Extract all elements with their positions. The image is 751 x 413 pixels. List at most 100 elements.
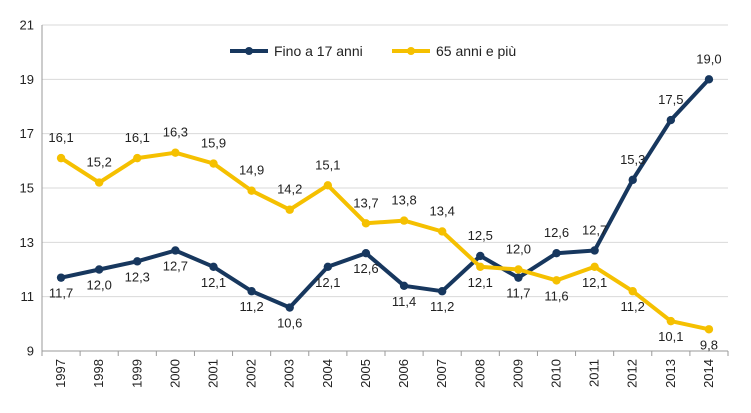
data-point-s0-2010 bbox=[552, 249, 561, 258]
data-label-s1-2010: 11,6 bbox=[544, 288, 568, 303]
data-point-s1-2009 bbox=[514, 265, 523, 274]
data-point-s0-1998 bbox=[94, 265, 104, 274]
data-label-s0-2007: 11,2 bbox=[430, 299, 454, 314]
data-point-s1-2008 bbox=[476, 262, 485, 271]
data-label-s0-1997: 11,7 bbox=[49, 286, 73, 301]
data-point-s0-2007 bbox=[437, 287, 447, 296]
x-tick-label-2011: 2011 bbox=[587, 359, 602, 387]
x-tick-label-2010: 2010 bbox=[549, 359, 564, 388]
data-point-s0-2002 bbox=[247, 287, 256, 296]
data-label-s0-2003: 10,6 bbox=[277, 316, 302, 331]
data-label-s1-2008: 12,1 bbox=[468, 275, 493, 290]
legend-marker-65-anni-e-piu bbox=[407, 47, 415, 55]
data-label-s1-2003: 14,2 bbox=[277, 182, 302, 197]
x-tick-label-2014: 2014 bbox=[701, 359, 716, 388]
data-point-s1-2013 bbox=[666, 316, 676, 326]
x-tick-label-2013: 2013 bbox=[663, 359, 678, 388]
y-tick-label-11: 11 bbox=[21, 289, 35, 304]
data-point-s0-2008 bbox=[476, 251, 485, 261]
data-point-s0-2004 bbox=[323, 262, 333, 271]
x-tick-label-1997: 1997 bbox=[53, 359, 68, 388]
data-point-s0-2005 bbox=[361, 249, 371, 258]
data-point-s1-2011 bbox=[590, 262, 599, 271]
data-label-s1-2007: 13,4 bbox=[430, 203, 455, 218]
y-tick-label-21: 21 bbox=[20, 18, 34, 33]
data-point-s0-2003 bbox=[285, 303, 294, 312]
data-point-s0-2012 bbox=[628, 175, 637, 185]
data-label-s1-2005: 13,7 bbox=[353, 195, 378, 210]
legend-label-65-anni-e-piu: 65 anni e più bbox=[436, 43, 516, 59]
data-point-s0-1997 bbox=[56, 273, 66, 282]
data-label-s0-2001: 12,1 bbox=[201, 275, 226, 290]
x-tick-label-1999: 1999 bbox=[129, 359, 144, 388]
x-tick-label-2004: 2004 bbox=[320, 359, 335, 388]
data-label-s0-2000: 12,7 bbox=[163, 258, 188, 273]
data-point-s1-2004 bbox=[323, 181, 333, 190]
data-label-s0-2006: 11,4 bbox=[392, 294, 416, 309]
data-point-s0-2014 bbox=[704, 75, 714, 84]
y-tick-label-19: 19 bbox=[20, 72, 34, 87]
gridlines bbox=[42, 24, 728, 298]
y-tick-label-13: 13 bbox=[20, 235, 34, 250]
data-label-s0-2004: 12,1 bbox=[315, 275, 340, 290]
data-label-s1-1997: 16,1 bbox=[48, 130, 73, 145]
x-tick-label-2000: 2000 bbox=[167, 359, 182, 388]
data-label-s1-2000: 16,3 bbox=[163, 125, 188, 140]
data-point-s0-2009 bbox=[514, 273, 523, 282]
y-tick-label-15: 15 bbox=[20, 181, 34, 196]
y-tick-label-9: 9 bbox=[27, 344, 34, 359]
data-point-s1-2010 bbox=[552, 276, 561, 285]
data-label-s1-2004: 15,1 bbox=[315, 157, 340, 172]
data-label-s0-2008: 12,5 bbox=[468, 228, 493, 243]
x-tick-label-2002: 2002 bbox=[244, 359, 259, 388]
legend-entry-65-anni-e-piu: 65 anni e più bbox=[392, 43, 516, 59]
data-point-s0-2001 bbox=[209, 262, 218, 271]
data-label-s1-2012: 11,2 bbox=[621, 299, 645, 314]
data-point-s1-2007 bbox=[437, 227, 447, 236]
data-label-s0-2012: 15,3 bbox=[620, 152, 645, 167]
data-label-s1-2009: 12,0 bbox=[506, 242, 531, 257]
x-tick-label-2012: 2012 bbox=[625, 359, 640, 388]
data-label-s1-2014: 9,8 bbox=[700, 337, 718, 352]
data-point-s1-1997 bbox=[56, 153, 66, 163]
y-tick-label-17: 17 bbox=[20, 126, 34, 141]
data-point-s1-2003 bbox=[285, 205, 294, 214]
legend-entry-fino-a-17-anni: Fino a 17 anni bbox=[230, 43, 363, 59]
x-tick-label-2005: 2005 bbox=[358, 359, 373, 388]
legend-marker-fino-a-17-anni bbox=[245, 47, 253, 55]
data-label-s0-2013: 17,5 bbox=[658, 92, 683, 107]
series-line-0 bbox=[59, 77, 711, 310]
series-line-1 bbox=[59, 150, 711, 332]
data-point-s1-2012 bbox=[628, 287, 637, 296]
data-label-s1-2006: 13,8 bbox=[391, 193, 416, 208]
x-tick-label-2003: 2003 bbox=[282, 359, 297, 388]
data-label-s0-2002: 11,2 bbox=[239, 299, 263, 314]
data-label-s1-1998: 15,2 bbox=[87, 155, 112, 170]
data-label-s1-1999: 16,1 bbox=[125, 130, 150, 145]
data-label-s1-2011: 12,1 bbox=[582, 275, 607, 290]
data-point-s0-2013 bbox=[666, 115, 676, 125]
x-tick-label-2009: 2009 bbox=[510, 359, 525, 388]
data-point-s1-2002 bbox=[247, 186, 256, 195]
x-tick-label-2007: 2007 bbox=[434, 359, 449, 388]
x-tick-label-2001: 2001 bbox=[206, 359, 221, 388]
data-label-s0-1999: 12,3 bbox=[125, 269, 150, 284]
data-label-s0-2005: 12,6 bbox=[353, 261, 378, 276]
data-point-s1-2005 bbox=[361, 219, 371, 228]
data-point-s1-2001 bbox=[209, 159, 218, 168]
data-label-s1-2013: 10,1 bbox=[658, 329, 683, 344]
data-label-s0-2011: 12,7 bbox=[582, 222, 607, 237]
data-label-s0-2010: 12,6 bbox=[544, 225, 569, 240]
axes: 9 11 13 15 17 19 21 1997 1998 1999 2000 2001 2002 200… bbox=[20, 18, 729, 388]
data-point-s1-2006 bbox=[399, 216, 409, 225]
x-tick-label-2006: 2006 bbox=[396, 359, 411, 388]
data-point-s1-1998 bbox=[94, 178, 104, 187]
data-point-s1-2014 bbox=[704, 325, 714, 334]
x-tick-label-1998: 1998 bbox=[91, 359, 106, 388]
data-labels: 11,7 16,1 12,0 15,2 12,3 16,1 12,7 16,3 12,1 15,9… bbox=[48, 51, 721, 352]
data-point-s0-1999 bbox=[133, 257, 142, 266]
data-label-s1-2001: 15,9 bbox=[201, 136, 226, 151]
x-tick-label-2008: 2008 bbox=[472, 359, 487, 388]
data-point-s1-1999 bbox=[133, 153, 142, 163]
